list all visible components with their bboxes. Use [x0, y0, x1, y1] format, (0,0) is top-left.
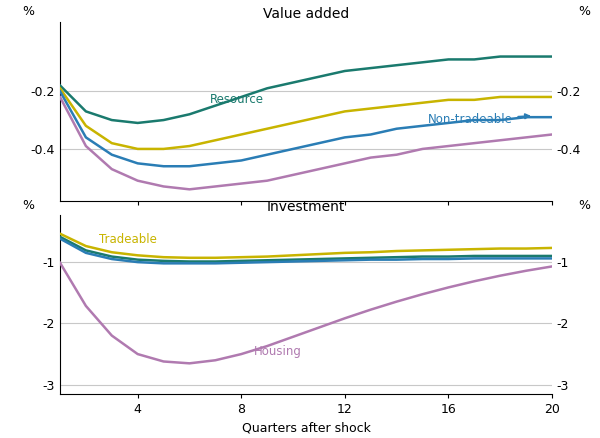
Text: %: % [22, 198, 34, 212]
Text: Non-tradeable: Non-tradeable [428, 113, 529, 126]
Text: %: % [578, 5, 590, 18]
Text: %: % [578, 198, 590, 212]
Text: Housing: Housing [254, 345, 302, 358]
Title: Investment: Investment [267, 200, 345, 214]
Text: Resource: Resource [210, 93, 264, 106]
Title: Value added: Value added [263, 7, 349, 21]
Text: %: % [22, 5, 34, 18]
Text: Tradeable: Tradeable [99, 233, 157, 246]
X-axis label: Quarters after shock: Quarters after shock [242, 422, 370, 435]
